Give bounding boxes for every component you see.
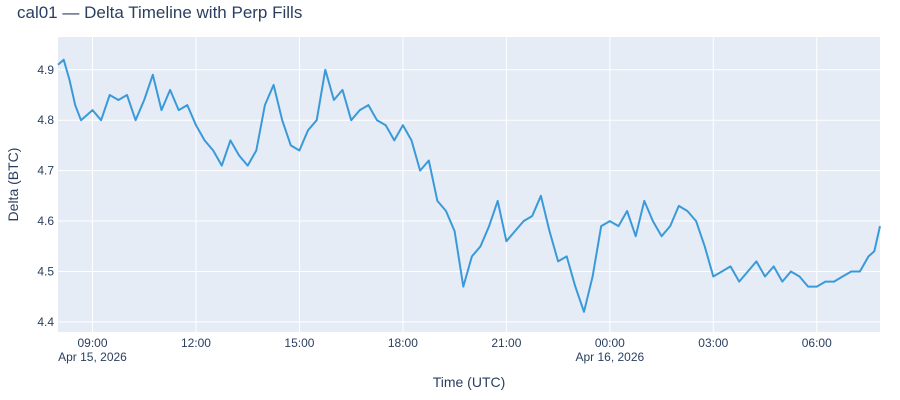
x-tick-label: 00:00: [595, 336, 625, 350]
x-tick-label: 06:00: [802, 336, 832, 350]
y-tick-label: 4.9: [37, 63, 54, 77]
x-tick-label: 12:00: [181, 336, 211, 350]
x-tick-label: 21:00: [491, 336, 521, 350]
y-tick-label: 4.4: [37, 315, 54, 329]
x-tick-label: 03:00: [698, 336, 728, 350]
y-tick-label: 4.7: [37, 164, 54, 178]
series-line: [57, 58, 881, 313]
chart-title: cal01 — Delta Timeline with Perp Fills: [17, 3, 303, 22]
x-tick-label: 09:00: [77, 336, 107, 350]
plot-background: [58, 37, 880, 332]
gridlines: [58, 37, 880, 332]
y-axis-title: Delta (BTC): [5, 148, 21, 222]
series-layer: [57, 58, 881, 313]
y-axis-ticks: 4.4 4.5 4.6 4.7 4.8 4.9: [37, 63, 54, 329]
x-tick-date-label: Apr 15, 2026: [58, 350, 127, 364]
x-tick-label: 18:00: [388, 336, 418, 350]
y-tick-label: 4.8: [37, 113, 54, 127]
x-axis-title: Time (UTC): [433, 374, 506, 390]
x-tick-label: 15:00: [284, 336, 314, 350]
x-tick-date-label: Apr 16, 2026: [575, 350, 644, 364]
y-tick-label: 4.6: [37, 214, 54, 228]
y-tick-label: 4.5: [37, 264, 54, 278]
